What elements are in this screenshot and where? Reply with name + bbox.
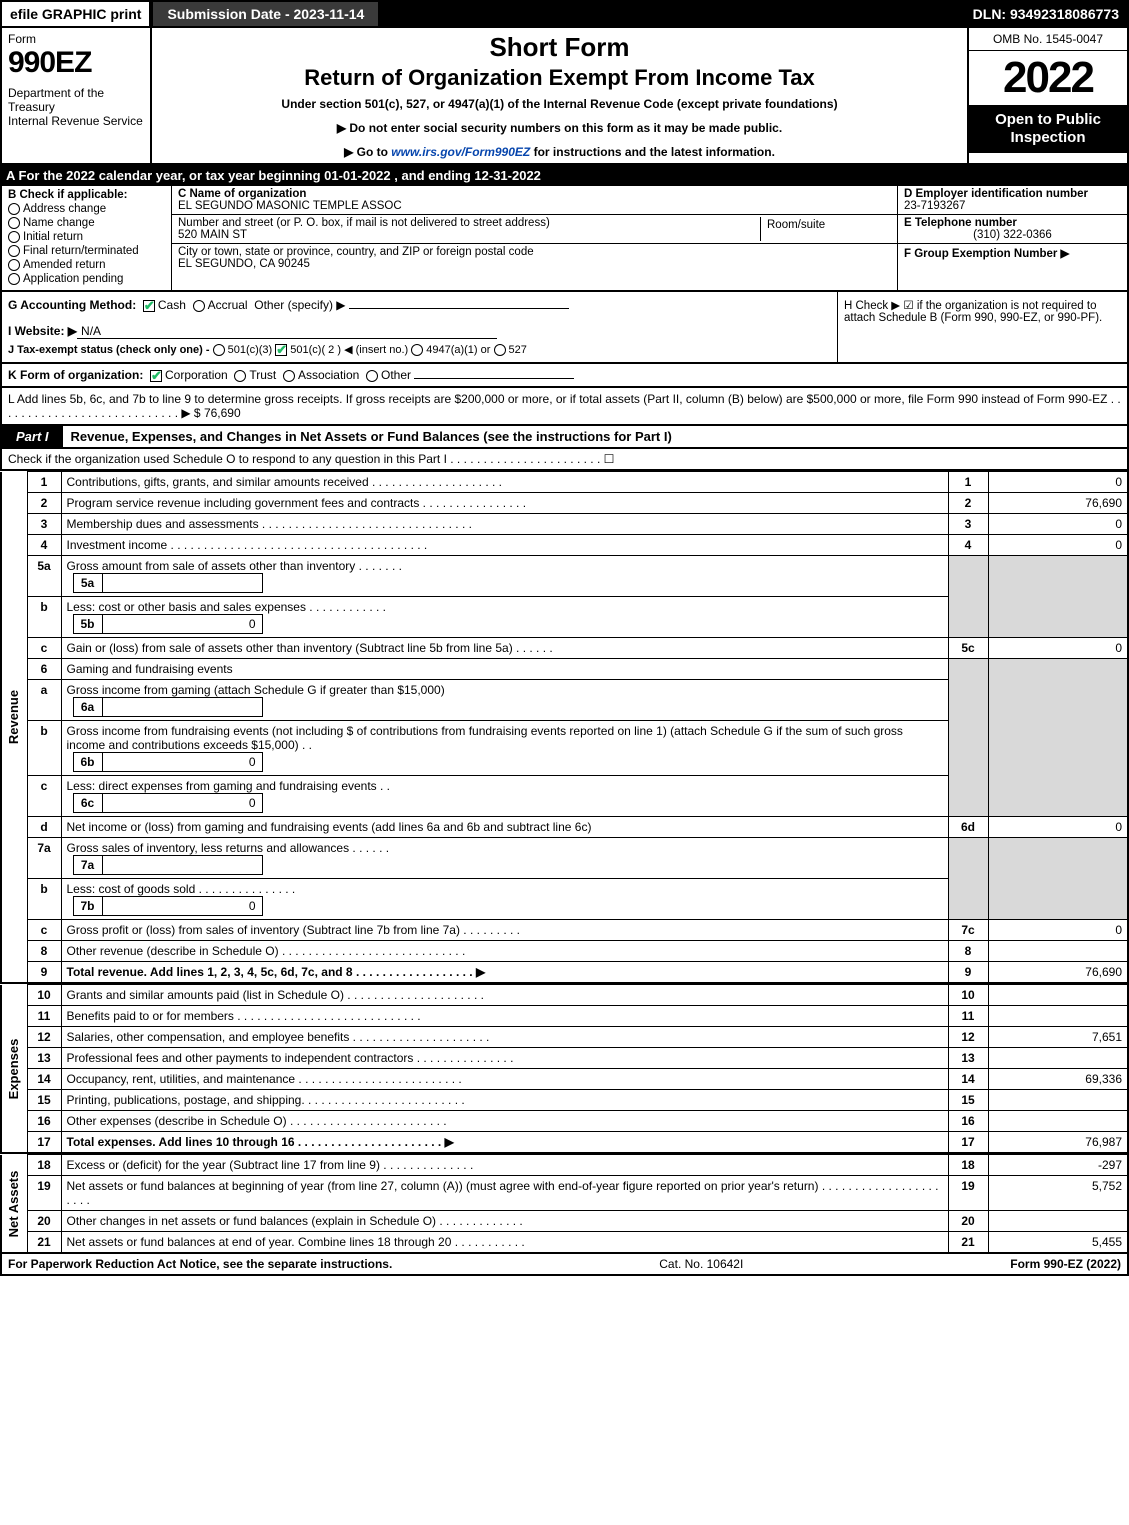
line-I: I Website: ▶N/A	[8, 324, 831, 339]
revenue-side-label: Revenue	[6, 690, 21, 744]
line-A: A For the 2022 calendar year, or tax yea…	[0, 165, 1129, 186]
under-section: Under section 501(c), 527, or 4947(a)(1)…	[160, 97, 959, 111]
C-label: C Name of organization	[178, 188, 306, 200]
street-value: 520 MAIN ST	[178, 229, 247, 241]
form-ref: Form 990-EZ (2022)	[1010, 1257, 1121, 1271]
F-label: F Group Exemption Number ▶	[904, 248, 1069, 260]
page-footer: For Paperwork Reduction Act Notice, see …	[0, 1254, 1129, 1276]
website-value: N/A	[77, 324, 497, 339]
street-label: Number and street (or P. O. box, if mail…	[178, 217, 550, 229]
paperwork-notice: For Paperwork Reduction Act Notice, see …	[8, 1257, 392, 1271]
ssn-note: ▶ Do not enter social security numbers o…	[160, 121, 959, 135]
return-title: Return of Organization Exempt From Incom…	[160, 65, 959, 91]
row-G-H-I: G Accounting Method: Cash Accrual Other …	[0, 292, 1129, 364]
form-number: 990EZ	[8, 46, 144, 80]
D-label: D Employer identification number	[904, 188, 1088, 200]
open-public-badge: Open to Public Inspection	[969, 105, 1127, 153]
line-L: L Add lines 5b, 6c, and 7b to line 9 to …	[0, 388, 1129, 426]
irs-link[interactable]: www.irs.gov/Form990EZ	[391, 145, 530, 159]
expenses-table: Expenses 10Grants and similar amounts pa…	[0, 984, 1129, 1154]
chk-address-change[interactable]: Address change	[8, 203, 165, 215]
chk-cash[interactable]	[143, 300, 155, 312]
city-value: EL SEGUNDO, CA 90245	[178, 258, 310, 270]
form-word: Form	[8, 32, 144, 46]
col-B: B Check if applicable: Address change Na…	[2, 186, 172, 290]
netassets-side-label: Net Assets	[6, 1170, 21, 1237]
room-suite-label: Room/suite	[761, 217, 891, 241]
form-header: Form 990EZ Department of the Treasury In…	[0, 28, 1129, 165]
tax-year: 2022	[969, 51, 1127, 105]
chk-application-pending[interactable]: Application pending	[8, 273, 165, 285]
omb-number: OMB No. 1545-0047	[969, 28, 1127, 51]
chk-name-change[interactable]: Name change	[8, 217, 165, 229]
B-lead: B Check if applicable:	[8, 189, 165, 201]
revenue-table: Revenue 1Contributions, gifts, grants, a…	[0, 471, 1129, 984]
netassets-table: Net Assets 18Excess or (deficit) for the…	[0, 1154, 1129, 1254]
goto-note: ▶ Go to www.irs.gov/Form990EZ for instru…	[160, 145, 959, 159]
short-form-title: Short Form	[160, 32, 959, 63]
dept-label: Department of the Treasury Internal Reve…	[8, 86, 144, 128]
col-DEF: D Employer identification number23-71932…	[897, 186, 1127, 290]
chk-accrual[interactable]	[193, 300, 205, 312]
sched-O-check: Check if the organization used Schedule …	[0, 449, 1129, 471]
cat-no: Cat. No. 10642I	[392, 1257, 1010, 1271]
part-I-title: Revenue, Expenses, and Changes in Net As…	[63, 426, 680, 447]
dln-label: DLN: 93492318086773	[965, 2, 1127, 26]
line-G: G Accounting Method: Cash Accrual Other …	[8, 298, 831, 312]
line-H: H Check ▶ ☑ if the organization is not r…	[837, 292, 1127, 362]
line-J: J Tax-exempt status (check only one) - 5…	[8, 343, 831, 356]
efile-label[interactable]: efile GRAPHIC print	[2, 2, 149, 26]
chk-amended-return[interactable]: Amended return	[8, 259, 165, 271]
phone-value: (310) 322-0366	[904, 229, 1121, 241]
ein-value: 23-7193267	[904, 200, 965, 212]
city-label: City or town, state or province, country…	[178, 246, 534, 258]
part-I-bar: Part I Revenue, Expenses, and Changes in…	[0, 426, 1129, 449]
chk-initial-return[interactable]: Initial return	[8, 231, 165, 243]
section-B-to-F: B Check if applicable: Address change Na…	[0, 186, 1129, 292]
chk-final-return[interactable]: Final return/terminated	[8, 245, 165, 257]
expenses-side-label: Expenses	[6, 1038, 21, 1099]
part-I-tag: Part I	[2, 426, 63, 447]
org-name: EL SEGUNDO MASONIC TEMPLE ASSOC	[178, 200, 402, 212]
line-K: K Form of organization: Corporation Trus…	[0, 364, 1129, 388]
E-label: E Telephone number	[904, 217, 1017, 229]
col-C: C Name of organizationEL SEGUNDO MASONIC…	[172, 186, 897, 290]
submission-date: Submission Date - 2023-11-14	[149, 2, 382, 26]
top-bar: efile GRAPHIC print Submission Date - 20…	[0, 0, 1129, 28]
